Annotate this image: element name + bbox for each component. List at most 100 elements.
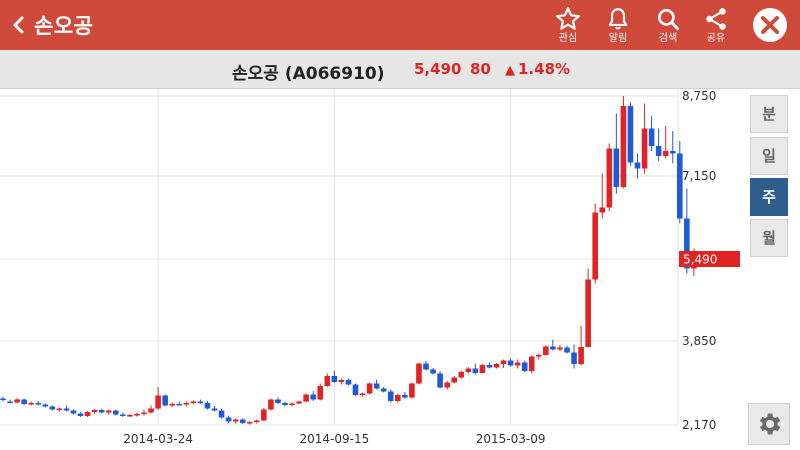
search-button[interactable]: 검색 xyxy=(646,4,690,48)
period-tab-day[interactable]: 일 xyxy=(750,137,788,175)
candle-body xyxy=(387,391,394,401)
candle-body xyxy=(507,360,514,366)
y-tick-label: 7,150 xyxy=(682,169,716,183)
candle-body xyxy=(444,382,450,388)
x-axis-labels: 2014-03-24 2014-09-15 2015-03-09 xyxy=(123,432,545,446)
period-tab-month[interactable]: 월 xyxy=(750,219,788,257)
candle-body xyxy=(500,360,507,364)
candle-body xyxy=(176,404,183,406)
candle-body xyxy=(162,395,168,406)
candle-body xyxy=(465,368,472,372)
candle-body xyxy=(113,410,119,415)
candle-body xyxy=(338,380,345,382)
candle-body xyxy=(169,404,175,406)
candle-body xyxy=(585,279,591,347)
candle-body xyxy=(268,399,274,410)
candle-body xyxy=(472,368,479,373)
candle-body xyxy=(120,414,126,416)
candle-body xyxy=(204,403,211,409)
candle-body xyxy=(592,212,598,280)
candle-body xyxy=(275,399,281,403)
candle-body xyxy=(599,207,606,213)
candle-body xyxy=(416,363,422,384)
candle-body xyxy=(677,153,683,219)
search-label: 검색 xyxy=(658,33,678,44)
candle-body xyxy=(127,415,133,417)
candle-body xyxy=(634,162,641,169)
candle-body xyxy=(218,410,225,418)
up-arrow-icon: ▲ xyxy=(505,63,515,78)
price-change-percent: ▲ 1.48% xyxy=(505,60,570,78)
candle-body xyxy=(543,346,549,355)
candle-body xyxy=(578,347,584,364)
candle-body xyxy=(571,352,577,364)
candle-body xyxy=(183,403,190,405)
candle-body xyxy=(380,388,387,392)
candle-body xyxy=(155,395,161,409)
period-tab-week[interactable]: 주 xyxy=(750,178,788,216)
candle-body xyxy=(289,403,295,405)
candle-body xyxy=(303,394,309,402)
alarm-button[interactable]: 알림 xyxy=(596,4,640,48)
y-tick-label: 2,170 xyxy=(682,418,716,432)
candle-body xyxy=(373,383,380,389)
candle-body xyxy=(317,386,324,400)
favorite-button[interactable]: 관심 xyxy=(546,4,590,48)
candle-body xyxy=(684,218,690,269)
candle-body xyxy=(430,369,436,374)
share-button[interactable]: 공유 xyxy=(694,4,738,48)
candle-body xyxy=(557,347,563,350)
current-price-tag: 5,490 xyxy=(678,251,740,267)
candle-body xyxy=(232,419,239,422)
candle-body xyxy=(0,398,6,400)
candle-body xyxy=(613,148,620,187)
app-header: 손오공 관심 알림 검색 공유 xyxy=(0,0,800,50)
star-icon xyxy=(556,7,580,30)
current-price: 5,490 xyxy=(414,60,462,78)
candle-body xyxy=(655,146,662,156)
candle-body xyxy=(395,395,401,401)
candle-body xyxy=(648,128,655,146)
candle-body xyxy=(21,399,27,404)
back-button[interactable] xyxy=(8,11,32,39)
candle-body xyxy=(359,393,366,395)
candle-body xyxy=(7,401,13,403)
chevron-left-icon xyxy=(13,16,24,34)
candle-body xyxy=(641,128,648,169)
candle-body xyxy=(550,346,556,350)
candle-body xyxy=(239,419,246,423)
candle-body xyxy=(282,403,288,405)
candle-body xyxy=(261,409,267,421)
close-button[interactable] xyxy=(750,5,790,45)
search-icon xyxy=(658,9,680,31)
candle-body xyxy=(42,404,49,407)
candle-body xyxy=(409,383,415,398)
close-icon xyxy=(753,8,787,42)
candle-body xyxy=(70,410,77,414)
candle-body xyxy=(662,151,669,156)
candle-body xyxy=(331,376,338,382)
candle-body xyxy=(352,384,359,395)
candles xyxy=(0,96,697,425)
alarm-label: 알림 xyxy=(608,33,628,44)
stock-info-bar: 손오공 (A066910) 5,490 80 ▲ 1.48% xyxy=(0,50,800,89)
candle-body xyxy=(479,365,486,373)
share-label: 공유 xyxy=(706,33,726,44)
candle-body xyxy=(451,377,457,383)
candle-body xyxy=(77,413,84,416)
candle-body xyxy=(437,373,443,388)
candle-body xyxy=(366,383,373,394)
candle-body xyxy=(620,106,627,187)
candlestick-chart[interactable]: 2,170 3,850 7,150 8,750 2014-03-24 2014-09-1… xyxy=(0,89,750,450)
candle-body xyxy=(197,401,204,403)
chart-settings-button[interactable] xyxy=(748,403,790,445)
favorite-label: 관심 xyxy=(558,33,578,44)
chart-grid xyxy=(0,89,679,426)
candle-body xyxy=(28,403,34,405)
candle-body xyxy=(14,399,20,403)
period-tab-minute[interactable]: 분 xyxy=(750,95,788,133)
candle-body xyxy=(324,376,331,386)
candle-body xyxy=(536,355,542,357)
candle-body xyxy=(345,380,352,385)
candle-body xyxy=(211,408,218,411)
